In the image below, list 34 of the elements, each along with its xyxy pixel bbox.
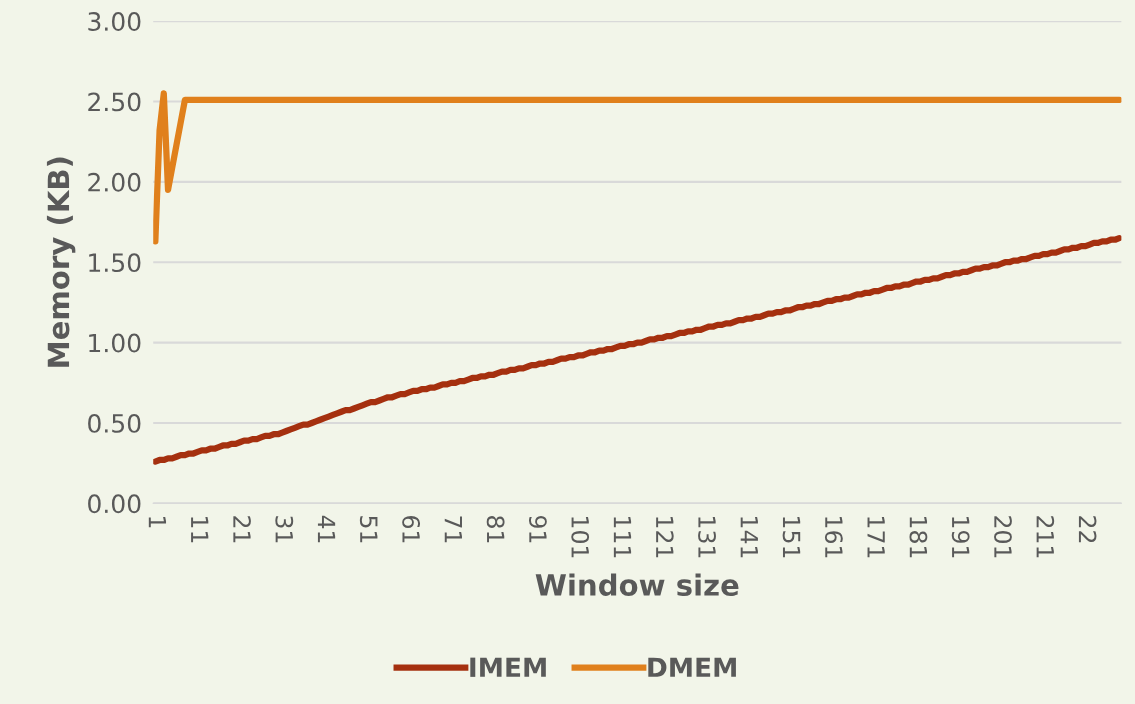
y-tick-label: 0.00 [88,494,141,514]
x-tick-label: 181 [909,517,928,558]
x-tick-label: 161 [824,517,843,558]
x-tick-label: 31 [275,516,294,543]
x-tick-label: 11 [191,517,209,543]
y-tick-label: 2.50 [88,92,141,112]
x-tick-label: 151 [782,517,801,558]
x-tick-label: 171 [867,517,885,558]
y-tick-label: 0.50 [88,413,141,433]
y-axis-title: Memory (KB) [46,157,76,367]
x-axis-title: Window size [535,573,739,596]
x-tick-label: 131 [698,517,716,558]
x-tick-label: 121 [656,517,674,558]
legend-label: DMEM [648,657,736,677]
x-tick-label: 141 [740,517,758,558]
y-tick-label: 1.50 [89,253,141,273]
x-tick-label: 91 [528,515,547,543]
x-tick-label: 71 [444,516,462,543]
y-tick-label: 3.00 [88,12,141,31]
x-tick-label: 191 [951,517,970,558]
x-tick-label: 211 [1036,516,1055,558]
x-tick-label: 111 [613,517,632,558]
x-tick-label: 81 [486,516,505,543]
x-tick-label: 101 [571,517,590,558]
legend-label: IMEM [470,657,546,677]
y-tick-label: 2.00 [88,172,141,192]
x-tick-label: 61 [402,516,421,543]
x-tick-label: 1 [148,517,167,528]
x-tick-label: 22 [1078,516,1097,543]
x-tick-label: 41 [317,515,336,543]
x-tick-label: 51 [359,516,378,543]
x-tick-label: 201 [994,516,1012,558]
y-tick-label: 1.00 [89,333,141,353]
x-tick-label: 21 [233,516,251,543]
